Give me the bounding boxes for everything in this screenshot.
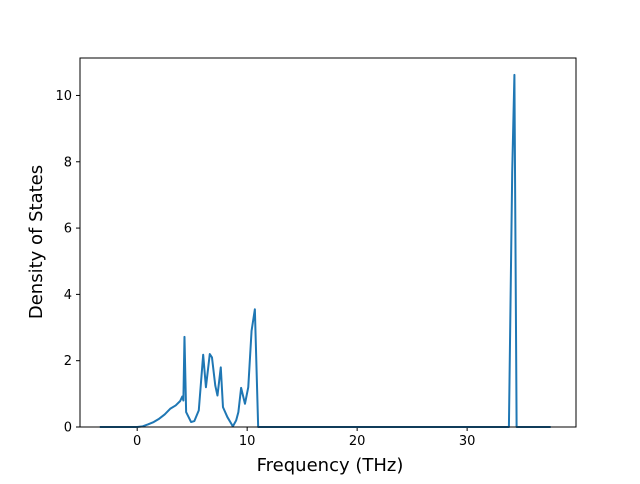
y-tick-label: 10 bbox=[55, 89, 72, 104]
x-tick-label: 30 bbox=[459, 434, 476, 449]
y-tick-label: 6 bbox=[64, 222, 72, 237]
x-tick-label: 0 bbox=[133, 434, 141, 449]
y-tick-label: 8 bbox=[64, 155, 72, 170]
x-tick-label: 20 bbox=[349, 434, 366, 449]
plot-frame bbox=[79, 57, 577, 428]
x-axis-label: Frequency (THz) bbox=[257, 455, 404, 476]
y-tick-label: 0 bbox=[64, 421, 72, 436]
y-axis-label: Density of States bbox=[26, 165, 47, 319]
y-tick-label: 2 bbox=[64, 354, 72, 369]
line bbox=[99, 73, 551, 428]
y-tick-label: 4 bbox=[64, 288, 72, 303]
x-tick-label: 10 bbox=[239, 434, 256, 449]
